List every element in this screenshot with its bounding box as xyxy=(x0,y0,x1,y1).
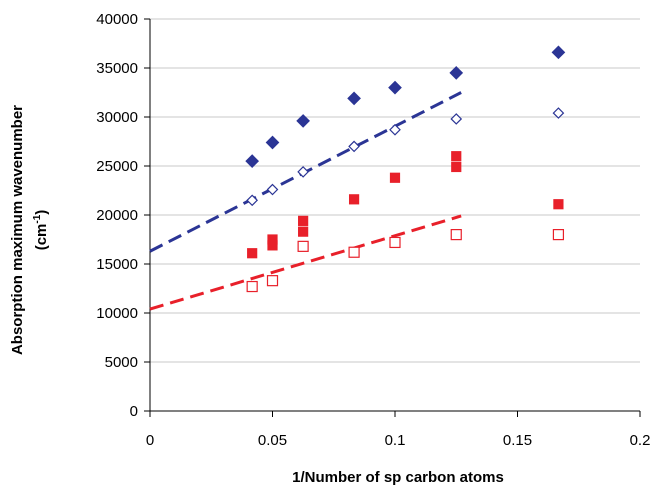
y-tick-label: 0 xyxy=(130,403,138,420)
data-point xyxy=(450,113,463,125)
gridlines xyxy=(150,18,640,363)
data-point xyxy=(451,151,462,162)
data-point xyxy=(347,91,361,106)
y-tick-label: 20000 xyxy=(96,207,138,224)
data-point xyxy=(389,172,401,183)
data-point xyxy=(298,226,309,237)
x-axis-title: 1/Number of sp carbon atoms xyxy=(292,469,504,486)
tick-labels: 0 5000 10000 15000 20000 25000 30000 35000 40000… xyxy=(96,11,650,449)
y-tick-label: 30000 xyxy=(96,109,138,126)
data-point xyxy=(266,275,279,287)
y-tick-label: 15000 xyxy=(96,256,138,273)
data-point xyxy=(450,229,462,241)
y-axis-unit-close: ) xyxy=(33,210,50,215)
data-point xyxy=(246,194,259,207)
y-axis-title: Absorption maximum wavenumber xyxy=(9,105,26,355)
y-tick-label: 25000 xyxy=(96,158,138,175)
data-point xyxy=(552,107,565,119)
data-point xyxy=(449,66,464,80)
data-point xyxy=(245,154,260,168)
y-axis-unit-sup: -1 xyxy=(32,214,43,223)
x-tick-label: 0.1 xyxy=(385,432,406,449)
data-point xyxy=(389,236,401,249)
data-point xyxy=(265,135,280,150)
x-tick-label: 0.05 xyxy=(258,432,287,449)
data-point xyxy=(551,45,566,60)
x-tick-label: 0.2 xyxy=(630,432,651,449)
data-points xyxy=(245,45,566,293)
data-point xyxy=(297,166,309,178)
data-point xyxy=(451,161,462,173)
data-point xyxy=(389,123,401,136)
data-point xyxy=(247,248,258,259)
data-point xyxy=(388,80,402,95)
y-tick-label: 5000 xyxy=(105,354,138,371)
data-point xyxy=(553,199,564,210)
y-axis-unit-base: (cm xyxy=(33,224,50,251)
x-tick-label: 0.15 xyxy=(503,432,532,449)
data-point xyxy=(297,240,309,252)
data-point xyxy=(267,240,278,251)
data-point xyxy=(348,140,360,153)
y-tick-label: 10000 xyxy=(96,305,138,322)
x-tick-label: 0 xyxy=(146,432,154,449)
data-point xyxy=(348,194,360,205)
y-tick-label: 35000 xyxy=(96,60,138,77)
y-tick-label: 40000 xyxy=(96,11,138,28)
data-point xyxy=(246,280,258,293)
data-point xyxy=(296,114,310,128)
data-point xyxy=(266,183,279,196)
data-point xyxy=(552,229,565,241)
trendline xyxy=(149,214,462,311)
data-point xyxy=(298,215,309,226)
y-axis-unit: (cm-1) xyxy=(32,210,50,251)
data-point xyxy=(348,246,360,258)
